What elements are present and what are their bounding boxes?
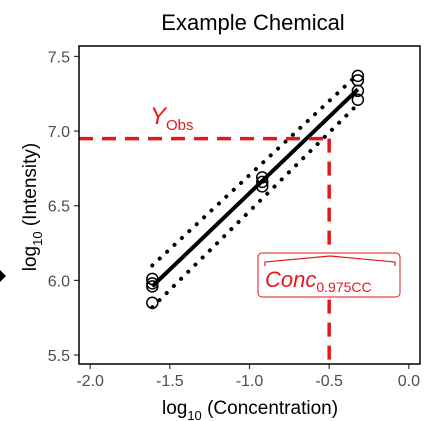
x-tick-label: -1.5 [156, 373, 184, 390]
lower-prediction-band [150, 102, 360, 310]
plot-panel-border [78, 45, 421, 365]
svg-text:YObs: YObs [150, 103, 194, 134]
x-axis-label-suffix: (Concentration) [202, 398, 338, 419]
data-point [351, 93, 365, 106]
chart-title: Example Chemical [161, 10, 344, 35]
svg-text:Conc0.975CC: Conc0.975CC [265, 267, 372, 295]
conc-estimate-label: Conc0.975CC [257, 252, 401, 298]
data-point [146, 280, 159, 293]
x-axis-label-prefix: log [162, 398, 187, 419]
fit-line [150, 87, 360, 288]
y-axis-label-subscript: 10 [30, 231, 45, 245]
data-point [146, 272, 159, 286]
conc-estimate-hat [264, 255, 396, 266]
data-point [255, 171, 269, 184]
y-tick-label: 6.5 [48, 199, 70, 216]
y-tick-label: 6.0 [48, 273, 70, 290]
y-tick-label: 7.5 [48, 49, 70, 66]
data-point [351, 74, 365, 87]
y-axis-label: log10 (Intensity) [20, 143, 45, 272]
svg-text:log10 (Concentration): log10 (Concentration) [162, 398, 338, 421]
y-obs-label: YObs [150, 103, 194, 134]
data-point [146, 277, 159, 290]
data-point [146, 296, 159, 310]
left-pointer-arrow [0, 270, 6, 282]
data-point [351, 69, 365, 83]
data-point [255, 180, 269, 193]
x-axis-label: log10 (Concentration) [162, 398, 338, 421]
y-tick-label: 7.0 [48, 124, 70, 141]
y-axis-label-prefix: log [20, 246, 41, 271]
conc-estimate-label-main: Conc [265, 267, 316, 292]
x-tick-label: 0.0 [398, 373, 420, 390]
y-obs-label-subscript: Obs [166, 117, 194, 134]
x-tick-label: -2.0 [76, 373, 104, 390]
x-tick-label: -1.0 [236, 373, 264, 390]
data-point [255, 175, 269, 189]
upper-prediction-band [150, 72, 360, 268]
x-axis-label-subscript: 10 [187, 408, 201, 421]
conc-estimate-label-subscript: 0.975CC [316, 279, 371, 295]
y-obs-label-main: Y [150, 103, 168, 130]
y-axis-label-suffix: (Intensity) [20, 143, 41, 232]
conc-estimate-label-box [257, 252, 401, 298]
x-tick-label: -0.5 [315, 373, 343, 390]
y-tick-label: 5.5 [48, 348, 70, 365]
svg-text:log10 (Intensity): log10 (Intensity) [20, 143, 45, 272]
